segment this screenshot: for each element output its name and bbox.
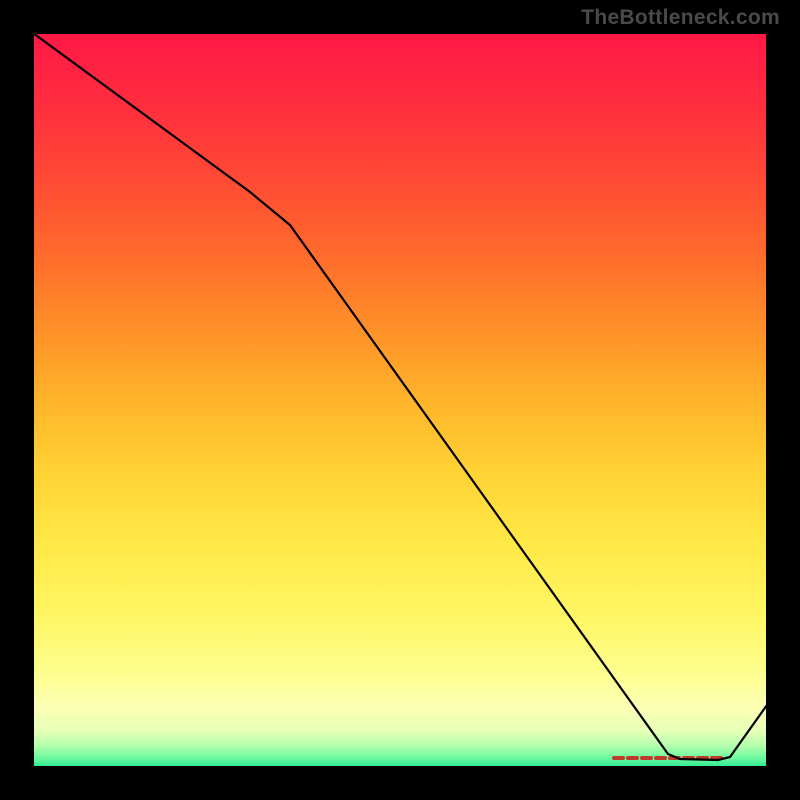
- gradient-background: [33, 33, 767, 767]
- bottleneck-chart: [0, 0, 800, 800]
